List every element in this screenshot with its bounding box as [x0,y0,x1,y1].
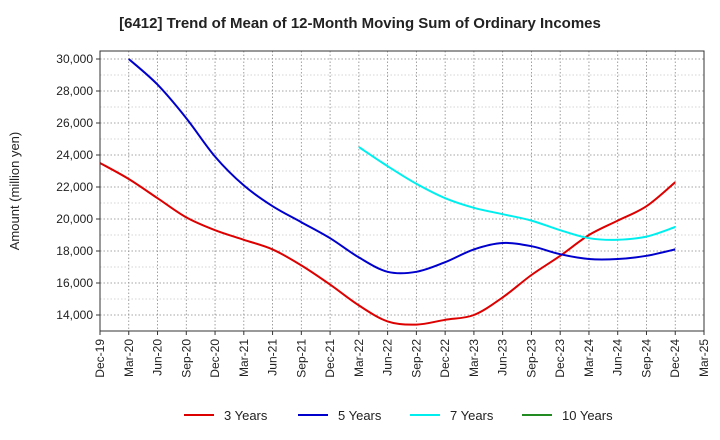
x-tick-label: Dec-21 [323,339,337,378]
x-tick-label: Dec-19 [93,339,107,378]
y-tick-label: 18,000 [56,244,93,258]
legend-label-10-years: 10 Years [562,408,613,423]
x-tick-label: Dec-24 [668,339,682,378]
x-tick-label: Dec-22 [438,339,452,378]
y-tick-label: 20,000 [56,212,93,226]
x-tick-label: Sep-21 [294,339,308,378]
x-tick-label: Mar-22 [352,339,366,377]
x-tick-label: Sep-23 [524,339,538,378]
y-tick-label: 22,000 [56,180,93,194]
x-tick-label: Mar-24 [582,339,596,377]
x-tick-label: Sep-24 [639,339,653,378]
y-tick-label: 16,000 [56,276,93,290]
x-tick-label: Mar-21 [237,339,251,377]
y-axis-ticks: 14,000 16,000 18,000 20,000 22,000 24,000 26,0… [56,52,100,322]
grid [100,51,704,332]
x-tick-label: Sep-22 [409,339,423,378]
x-tick-label: Jun-22 [381,339,395,376]
x-tick-label: Dec-23 [553,339,567,378]
legend-label-7-years: 7 Years [450,408,494,423]
y-tick-label: 14,000 [56,308,93,322]
x-axis-ticks: Dec-19 Mar-20 Jun-20 Sep-20 Dec-20 Mar-21 Jun-… [93,331,711,378]
series-lines [99,58,676,326]
x-tick-label: Mar-23 [467,339,481,377]
x-tick-label: Jun-23 [496,339,510,376]
legend-label-5-years: 5 Years [338,408,382,423]
x-tick-label: Jun-24 [611,339,625,376]
y-tick-label: 24,000 [56,148,93,162]
y-tick-label: 26,000 [56,116,93,130]
series-line-7-years [358,146,676,241]
x-tick-label: Jun-21 [266,339,280,376]
x-tick-label: Sep-20 [179,339,193,378]
x-tick-label: Mar-25 [697,339,711,377]
legend-label-3-years: 3 Years [224,408,268,423]
y-tick-label: 28,000 [56,84,93,98]
series-line-3-years [99,162,676,326]
x-tick-label: Dec-20 [208,339,222,378]
y-tick-label: 30,000 [56,52,93,66]
legend: 3 Years 5 Years 7 Years 10 Years [184,408,613,423]
plot-frame [99,50,705,332]
series-line-5-years [128,58,676,275]
chart-title: [6412] Trend of Mean of 12-Month Moving … [119,15,601,32]
x-tick-label: Jun-20 [151,339,165,376]
y-axis-label: Amount (million yen) [7,132,22,251]
x-tick-label: Mar-20 [122,339,136,377]
